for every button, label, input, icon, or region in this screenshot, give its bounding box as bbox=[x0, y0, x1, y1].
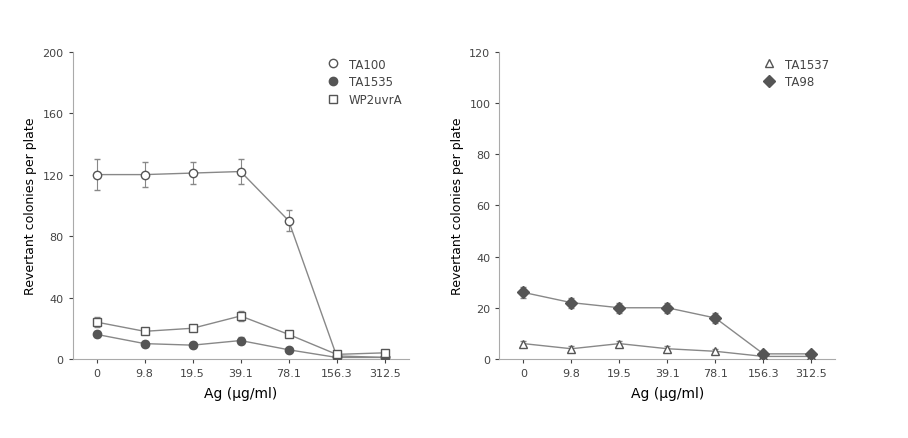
Y-axis label: Revertant colonies per plate: Revertant colonies per plate bbox=[24, 117, 37, 294]
Legend: TA1537, TA98: TA1537, TA98 bbox=[757, 58, 829, 89]
X-axis label: Ag (μg/ml): Ag (μg/ml) bbox=[204, 386, 277, 400]
Legend: TA100, TA1535, WP2uvrA: TA100, TA1535, WP2uvrA bbox=[321, 58, 402, 107]
X-axis label: Ag (μg/ml): Ag (μg/ml) bbox=[631, 386, 704, 400]
Y-axis label: Revertant colonies per plate: Revertant colonies per plate bbox=[450, 117, 464, 294]
